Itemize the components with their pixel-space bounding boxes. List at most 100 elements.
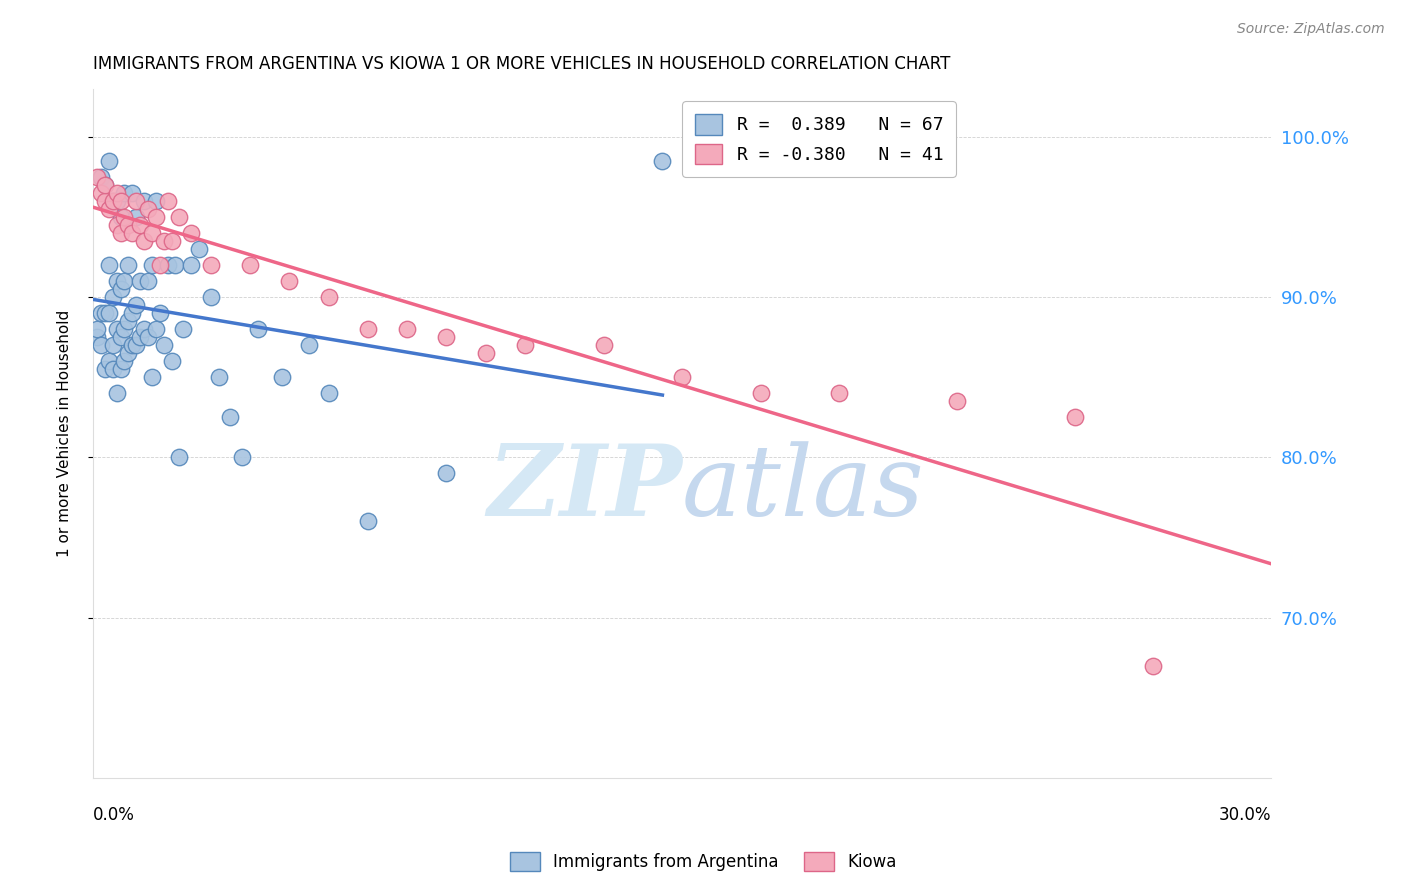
Point [1063, 410, 1085, 425]
Point [298, 338, 321, 352]
Point [117, 314, 139, 328]
Point [86, 322, 108, 336]
Point [180, 226, 202, 240]
Point [101, 338, 124, 352]
Point [318, 290, 340, 304]
Point [97, 258, 120, 272]
Point [165, 258, 187, 272]
Point [156, 194, 179, 208]
Point [651, 153, 673, 168]
Point [149, 258, 172, 272]
Text: 0.0%: 0.0% [93, 805, 135, 823]
Point [219, 410, 242, 425]
Point [749, 386, 772, 401]
Point [149, 306, 172, 320]
Point [105, 218, 128, 232]
Text: IMMIGRANTS FROM ARGENTINA VS KIOWA 1 OR MORE VEHICLES IN HOUSEHOLD CORRELATION C: IMMIGRANTS FROM ARGENTINA VS KIOWA 1 OR … [93, 55, 950, 73]
Point [946, 394, 969, 409]
Point [97, 153, 120, 168]
Point [132, 234, 155, 248]
Point [200, 258, 222, 272]
Point [110, 330, 132, 344]
Point [357, 515, 380, 529]
Point [117, 346, 139, 360]
Point [132, 322, 155, 336]
Point [97, 202, 120, 216]
Y-axis label: 1 or more Vehicles in Household: 1 or more Vehicles in Household [58, 310, 72, 557]
Point [231, 450, 253, 465]
Point [112, 274, 135, 288]
Point [90, 169, 112, 184]
Point [121, 226, 143, 240]
Text: Source: ZipAtlas.com: Source: ZipAtlas.com [1237, 22, 1385, 37]
Point [105, 194, 128, 208]
Legend: Immigrants from Argentina, Kiowa: Immigrants from Argentina, Kiowa [502, 843, 904, 880]
Point [136, 202, 159, 216]
Point [121, 306, 143, 320]
Point [97, 306, 120, 320]
Point [828, 386, 851, 401]
Point [145, 322, 167, 336]
Point [136, 274, 159, 288]
Point [145, 210, 167, 224]
Point [101, 362, 124, 376]
Point [671, 370, 693, 384]
Point [90, 186, 112, 200]
Point [239, 258, 262, 272]
Point [110, 194, 132, 208]
Point [474, 346, 496, 360]
Point [86, 169, 108, 184]
Point [436, 467, 458, 481]
Point [110, 210, 132, 224]
Point [129, 218, 152, 232]
Point [90, 338, 112, 352]
Point [121, 186, 143, 200]
Point [125, 298, 148, 312]
Point [94, 194, 117, 208]
Point [188, 242, 211, 256]
Point [208, 370, 231, 384]
Point [592, 338, 614, 352]
Point [160, 354, 183, 368]
Legend: R =  0.389   N = 67, R = -0.380   N = 41: R = 0.389 N = 67, R = -0.380 N = 41 [682, 101, 956, 178]
Point [105, 274, 128, 288]
Point [132, 194, 155, 208]
Point [246, 322, 269, 336]
Point [86, 330, 108, 344]
Point [141, 370, 163, 384]
Point [110, 226, 132, 240]
Point [112, 186, 135, 200]
Text: 30.0%: 30.0% [1219, 805, 1271, 823]
Point [125, 338, 148, 352]
Point [145, 194, 167, 208]
Point [169, 210, 191, 224]
Point [180, 258, 202, 272]
Point [117, 218, 139, 232]
Point [105, 186, 128, 200]
Point [112, 210, 135, 224]
Point [94, 178, 117, 192]
Point [152, 338, 174, 352]
Text: atlas: atlas [682, 441, 925, 536]
Point [200, 290, 222, 304]
Point [110, 282, 132, 296]
Point [94, 306, 117, 320]
Point [90, 306, 112, 320]
Point [513, 338, 536, 352]
Point [436, 330, 458, 344]
Point [101, 290, 124, 304]
Point [112, 354, 135, 368]
Point [156, 258, 179, 272]
Point [141, 226, 163, 240]
Point [160, 234, 183, 248]
Point [110, 362, 132, 376]
Point [105, 386, 128, 401]
Point [136, 330, 159, 344]
Text: ZIP: ZIP [486, 440, 682, 537]
Point [125, 194, 148, 208]
Point [97, 354, 120, 368]
Point [270, 370, 292, 384]
Point [318, 386, 340, 401]
Point [94, 362, 117, 376]
Point [105, 322, 128, 336]
